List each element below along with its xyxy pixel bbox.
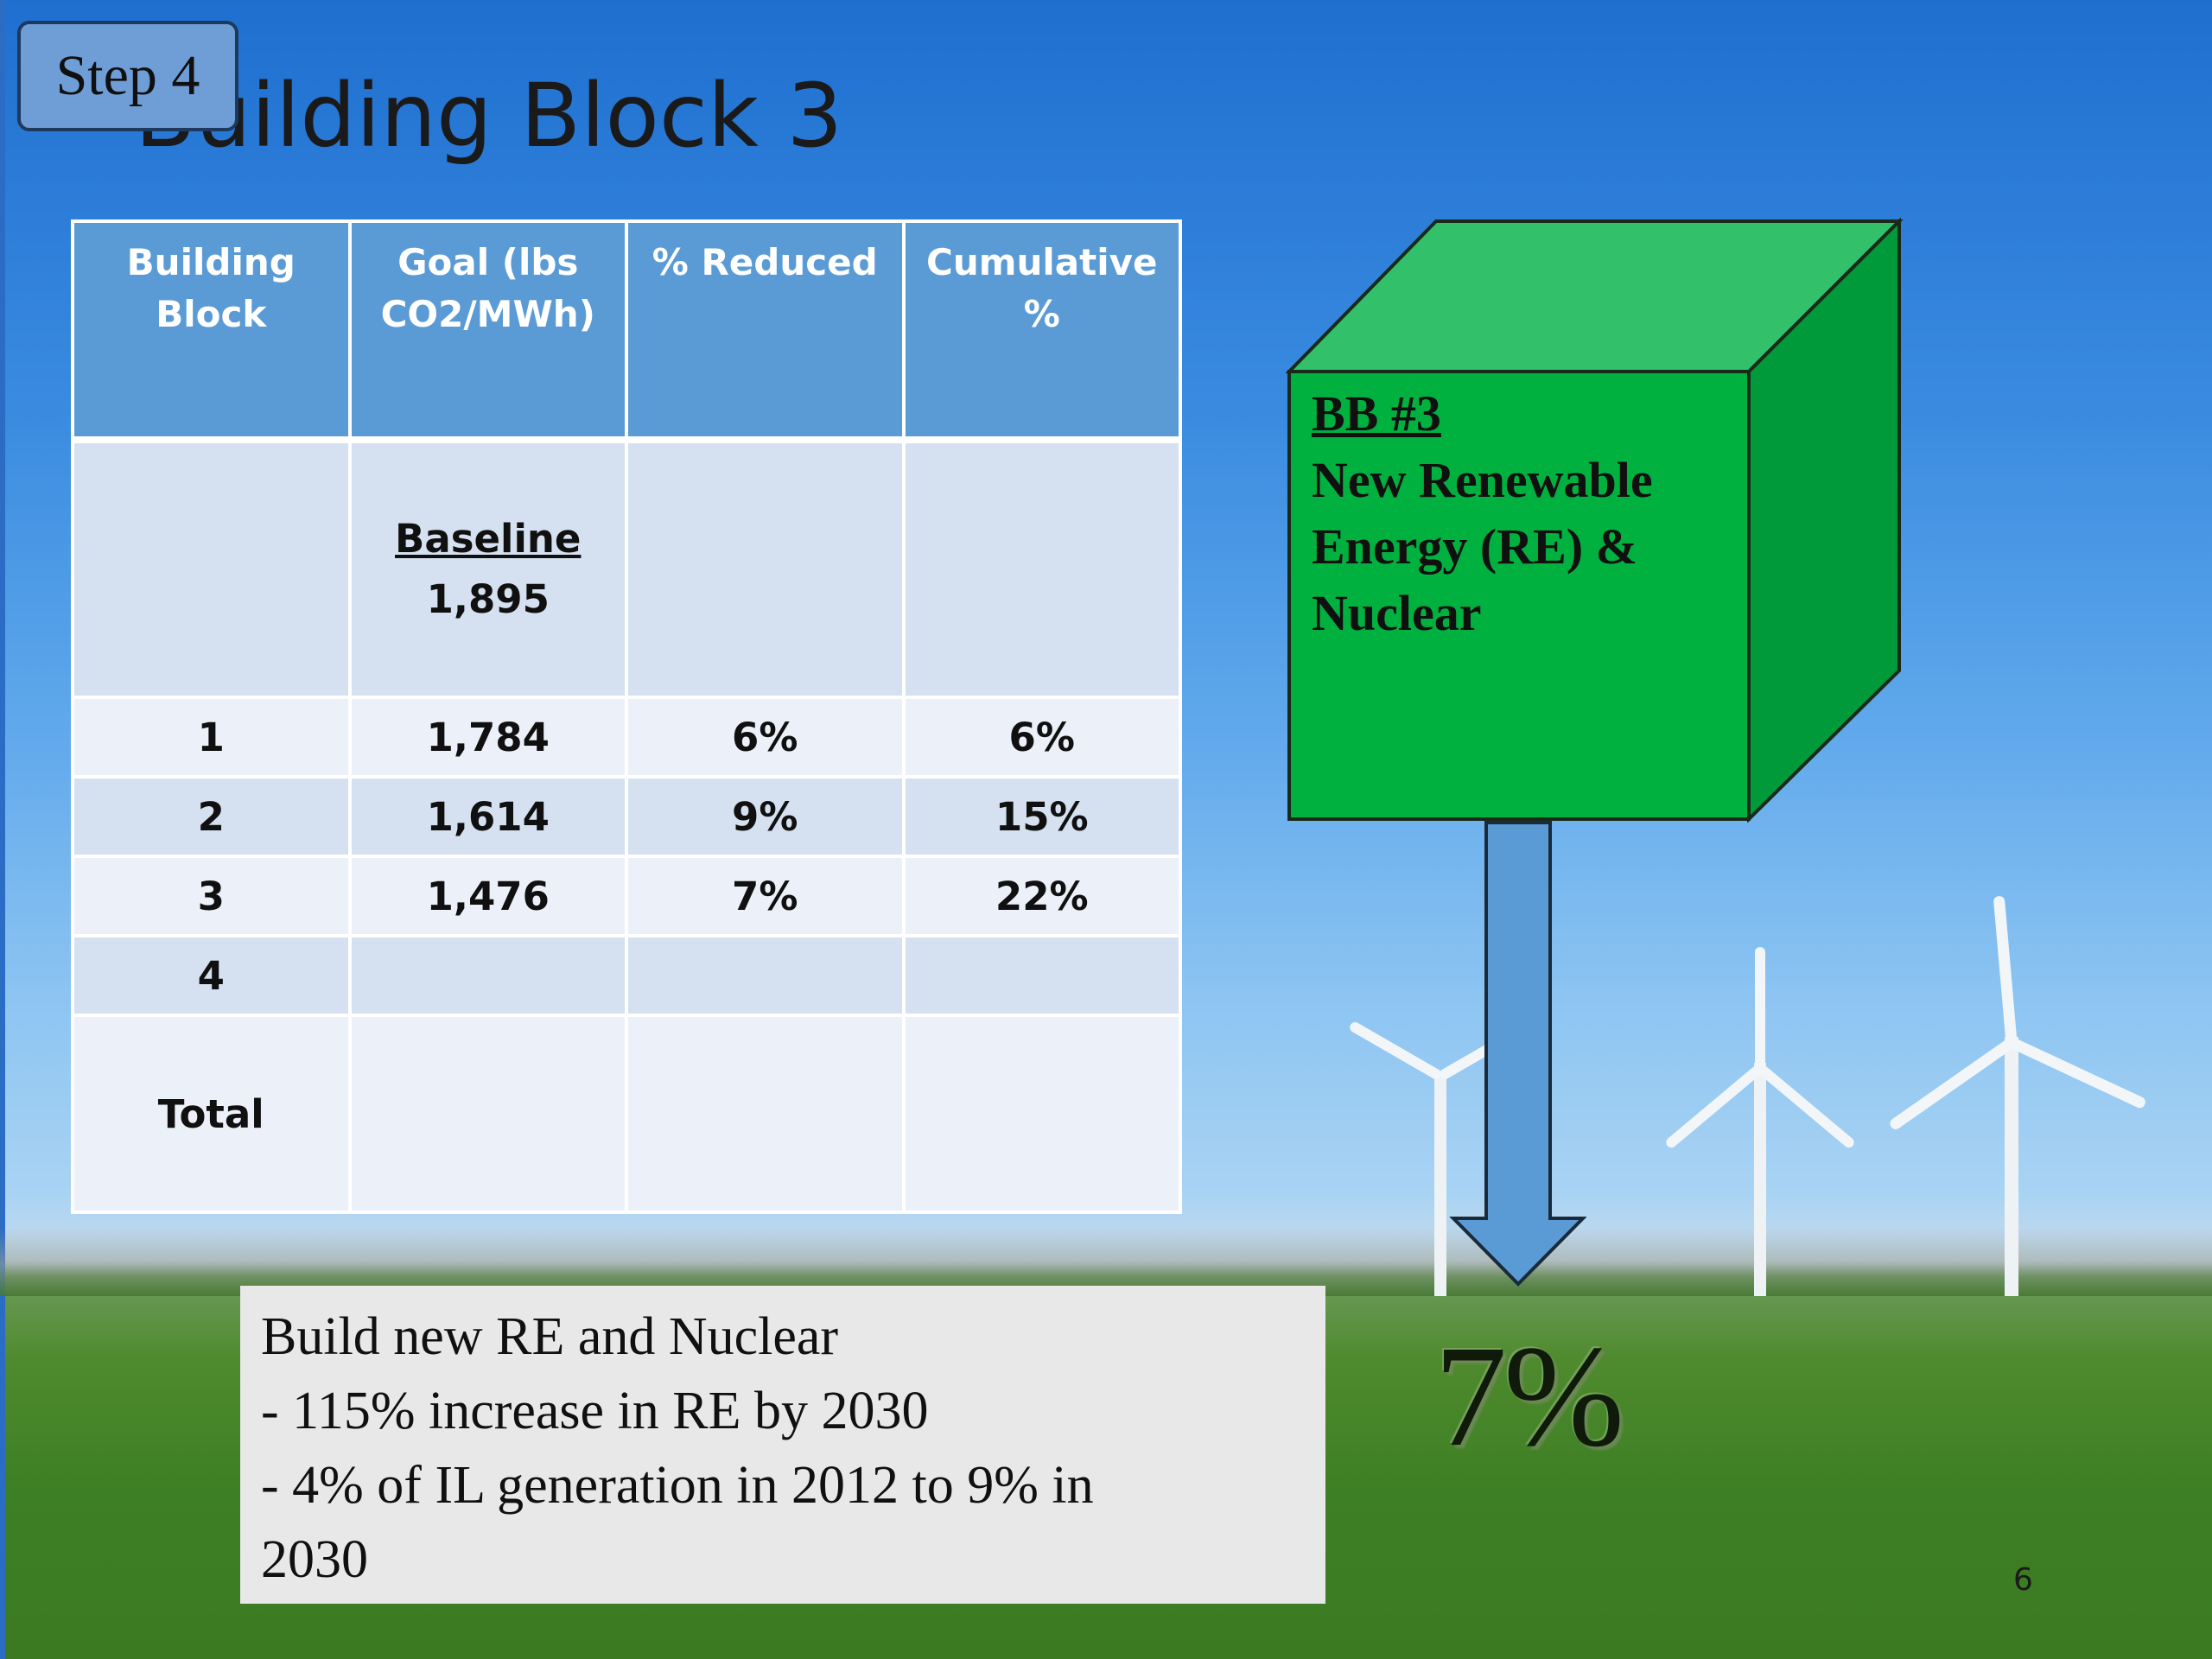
baseline-label: Baseline — [395, 516, 582, 562]
table-cell — [625, 1014, 906, 1214]
down-arrow-icon — [1449, 821, 1586, 1287]
table-cell-block: 1 — [71, 696, 352, 779]
note-box: Build new RE and Nuclear - 115% increase… — [240, 1286, 1325, 1604]
header-goal: Goal (lbs CO2/MWh) — [347, 219, 628, 442]
table-row: 4 — [71, 934, 1182, 1017]
building-block-cube: BB #3 New Renewable Energy (RE) & Nuclea… — [1286, 218, 1908, 823]
table-cell-block: 2 — [71, 775, 352, 858]
table-cell-block: 4 — [71, 934, 352, 1017]
cube-shape — [1286, 218, 1904, 823]
table-cell-reduced: 9% — [625, 775, 906, 858]
table-cell-block: 3 — [71, 855, 352, 938]
table-cell-goal: 1,784 — [347, 696, 628, 779]
cube-line: Energy (RE) & — [1312, 518, 1637, 575]
table-cell — [347, 1014, 628, 1214]
cube-front-face — [1287, 370, 1751, 821]
table-cell-cumulative: 15% — [901, 775, 1182, 858]
table-cell-baseline: Baseline 1,895 — [347, 438, 628, 699]
building-block-table: Building Block Goal (lbs CO2/MWh) % Redu… — [71, 219, 1182, 1214]
note-line: - 4% of IL generation in 2012 to 9% in — [261, 1456, 1094, 1515]
table-cell — [901, 1014, 1182, 1214]
page-title: Building Block 3 — [135, 65, 843, 168]
table-cell-reduced: 7% — [625, 855, 906, 938]
cube-label: BB #3 New Renewable Energy (RE) & Nuclea… — [1312, 380, 1744, 646]
table-cell — [625, 438, 906, 699]
table-row: 1 1,784 6% 6% — [71, 696, 1182, 779]
table-cell-cumulative — [901, 934, 1182, 1017]
header-building-block: Building Block — [71, 219, 352, 442]
cube-line: Nuclear — [1312, 585, 1482, 641]
table-row-total: Total — [71, 1014, 1182, 1214]
reduction-percent: 7% — [1434, 1316, 1624, 1477]
baseline-value: 1,895 — [426, 576, 550, 622]
table-cell-total-label: Total — [71, 1014, 352, 1214]
table-cell — [901, 438, 1182, 699]
step-badge: Step 4 — [17, 21, 238, 131]
slide-border — [0, 0, 5, 1659]
note-line: 2030 — [261, 1530, 368, 1589]
table-header-row: Building Block Goal (lbs CO2/MWh) % Redu… — [71, 219, 1182, 442]
cube-line: New Renewable — [1312, 452, 1653, 508]
table-cell-reduced: 6% — [625, 696, 906, 779]
table-cell-reduced — [625, 934, 906, 1017]
table-row: 2 1,614 9% 15% — [71, 775, 1182, 858]
header-cumulative: Cumulative % — [901, 219, 1182, 442]
table-row: 3 1,476 7% 22% — [71, 855, 1182, 938]
note-line: Build new RE and Nuclear — [261, 1307, 839, 1366]
table-cell-goal — [347, 934, 628, 1017]
table-cell-goal: 1,476 — [347, 855, 628, 938]
table-cell — [71, 438, 352, 699]
table-row-baseline: Baseline 1,895 — [71, 438, 1182, 699]
page-number: 6 — [2013, 1562, 2033, 1598]
table-cell-goal: 1,614 — [347, 775, 628, 858]
cube-tag: BB #3 — [1312, 385, 1441, 442]
table-cell-cumulative: 22% — [901, 855, 1182, 938]
table-cell-cumulative: 6% — [901, 696, 1182, 779]
step-label: Step 4 — [55, 44, 200, 107]
horizon-background — [0, 1227, 2212, 1296]
note-line: - 115% increase in RE by 2030 — [261, 1382, 929, 1440]
header-percent-reduced: % Reduced — [625, 219, 906, 442]
